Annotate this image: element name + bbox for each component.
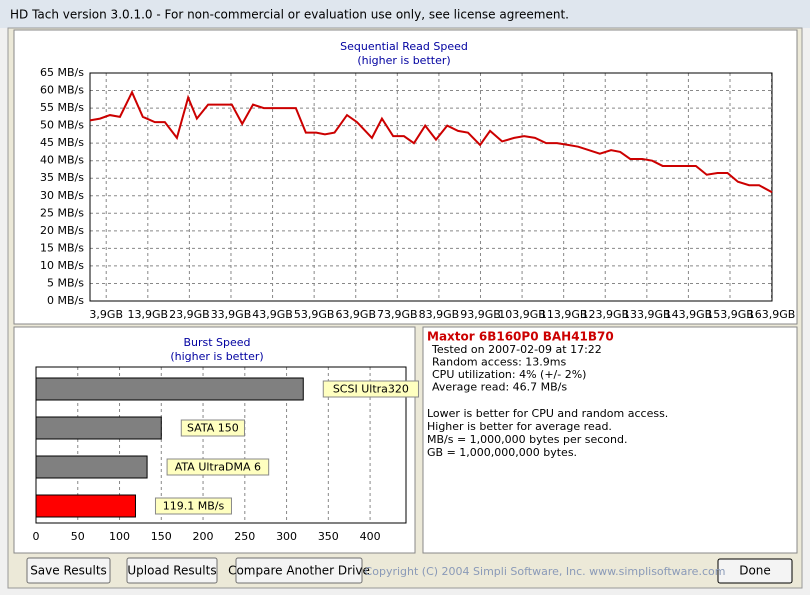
bar-label: SCSI Ultra320 bbox=[333, 383, 409, 396]
bar-label-box bbox=[180, 419, 245, 437]
x-tick-label: 33,9GB bbox=[211, 308, 252, 321]
compare-label[interactable]: Compare Another Drive bbox=[228, 564, 370, 578]
y-tick-label: 30 MB/s bbox=[40, 189, 84, 202]
info-note: Lower is better for CPU and random acces… bbox=[427, 407, 668, 420]
info-stat: CPU utilization: 4% (+/- 2%) bbox=[432, 368, 586, 381]
upload-button[interactable] bbox=[126, 557, 218, 584]
x-tick-label: 0 bbox=[33, 530, 40, 543]
plot-frame bbox=[89, 72, 773, 302]
save-label[interactable]: Save Results bbox=[30, 564, 107, 578]
x-tick-label: 153,9GB bbox=[706, 308, 754, 321]
bar-label: SATA 150 bbox=[187, 422, 239, 435]
y-tick-label: 0 MB/s bbox=[47, 294, 84, 307]
bar bbox=[35, 494, 136, 518]
bar-label-box bbox=[154, 497, 232, 515]
x-tick-label: 163,9GB bbox=[748, 308, 796, 321]
y-tick-label: 60 MB/s bbox=[40, 84, 84, 97]
info-note: GB = 1,000,000,000 bytes. bbox=[427, 446, 577, 459]
drive-name: Maxtor 6B160P0 BAH41B70 bbox=[427, 330, 614, 344]
x-tick-label: 250 bbox=[234, 530, 255, 543]
chart-subtitle: (higher is better) bbox=[357, 54, 450, 67]
y-tick-label: 65 MB/s bbox=[40, 66, 84, 79]
bar-label-box bbox=[322, 380, 419, 398]
data-line bbox=[89, 89, 773, 194]
info-stat: Random access: 13.9ms bbox=[432, 356, 567, 369]
info-panel bbox=[422, 326, 798, 554]
chart-title: Sequential Read Speed bbox=[340, 40, 468, 53]
info-stat: Tested on 2007-02-09 at 17:22 bbox=[431, 343, 602, 356]
bar-label: ATA UltraDMA 6 bbox=[175, 461, 261, 474]
bar bbox=[35, 377, 304, 401]
y-tick-label: 25 MB/s bbox=[40, 206, 84, 219]
title-bar bbox=[0, 0, 810, 28]
x-tick-label: 103,9GB bbox=[498, 308, 546, 321]
x-tick-label: 23,9GB bbox=[169, 308, 210, 321]
window-title: HD Tach version 3.0.1.0 - For non-commer… bbox=[10, 8, 569, 22]
upload-label[interactable]: Upload Results bbox=[127, 564, 216, 578]
x-tick-label: 50 bbox=[71, 530, 85, 543]
done-label[interactable]: Done bbox=[739, 564, 771, 578]
x-tick-label: 400 bbox=[360, 530, 381, 543]
x-tick-label: 143,9GB bbox=[665, 308, 713, 321]
read-panel bbox=[13, 29, 798, 325]
x-tick-label: 113,9GB bbox=[540, 308, 588, 321]
x-tick-label: 53,9GB bbox=[294, 308, 335, 321]
bar-label-box bbox=[166, 458, 270, 476]
x-tick-label: 73,9GB bbox=[377, 308, 418, 321]
copyright: Copyright (C) 2004 Simpli Software, Inc.… bbox=[365, 565, 726, 578]
chart-title: Burst Speed bbox=[183, 336, 250, 349]
info-stat: Average read: 46.7 MB/s bbox=[432, 381, 567, 394]
x-tick-label: 93,9GB bbox=[460, 308, 501, 321]
done-button[interactable] bbox=[717, 558, 793, 584]
info-note: Higher is better for average read. bbox=[427, 420, 612, 433]
x-tick-label: 3,9GB bbox=[89, 308, 123, 321]
y-tick-label: 40 MB/s bbox=[40, 154, 84, 167]
y-tick-label: 15 MB/s bbox=[40, 241, 84, 254]
y-tick-label: 55 MB/s bbox=[40, 101, 84, 114]
x-tick-label: 63,9GB bbox=[335, 308, 376, 321]
chart-subtitle: (higher is better) bbox=[170, 350, 263, 363]
x-tick-label: 83,9GB bbox=[419, 308, 460, 321]
x-tick-label: 123,9GB bbox=[581, 308, 629, 321]
x-tick-label: 150 bbox=[151, 530, 172, 543]
compare-button[interactable] bbox=[235, 557, 363, 584]
x-tick-label: 200 bbox=[193, 530, 214, 543]
x-tick-label: 100 bbox=[109, 530, 130, 543]
x-tick-label: 350 bbox=[318, 530, 339, 543]
y-tick-label: 45 MB/s bbox=[40, 136, 84, 149]
bar bbox=[35, 416, 162, 440]
y-tick-label: 10 MB/s bbox=[40, 259, 84, 272]
save-button[interactable] bbox=[26, 557, 111, 584]
bar-label: 119.1 MB/s bbox=[163, 500, 225, 513]
y-tick-label: 35 MB/s bbox=[40, 171, 84, 184]
plot-frame bbox=[35, 366, 407, 524]
y-tick-label: 50 MB/s bbox=[40, 119, 84, 132]
info-note: MB/s = 1,000,000 bytes per second. bbox=[427, 433, 627, 446]
y-tick-label: 20 MB/s bbox=[40, 224, 84, 237]
bar bbox=[35, 455, 148, 479]
x-tick-label: 300 bbox=[276, 530, 297, 543]
y-tick-label: 5 MB/s bbox=[47, 276, 84, 289]
x-tick-label: 133,9GB bbox=[623, 308, 671, 321]
x-tick-label: 43,9GB bbox=[252, 308, 293, 321]
x-tick-label: 13,9GB bbox=[128, 308, 169, 321]
